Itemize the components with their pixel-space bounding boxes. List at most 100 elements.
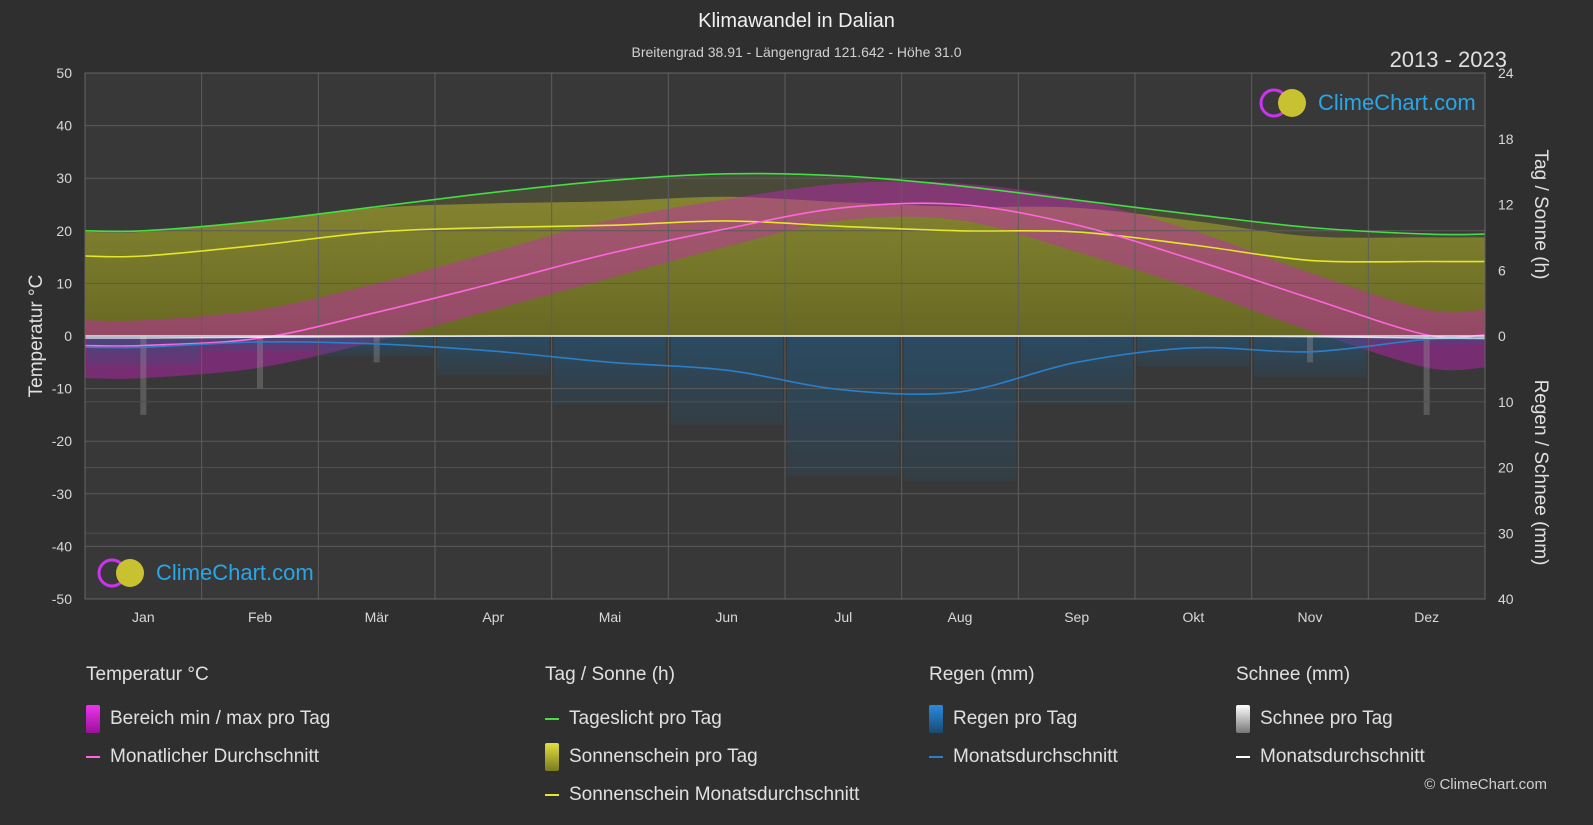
y-tick-label-left: 0 — [64, 328, 72, 344]
legend-label: Monatsdurchschnitt — [1260, 746, 1425, 767]
y-tick-label-right: 18 — [1498, 131, 1514, 147]
rain-bar — [437, 336, 550, 376]
legend-snow: Schnee (mm) Schnee pro Tag Monatsdurchsc… — [1236, 664, 1425, 776]
x-tick-label: Sep — [1064, 609, 1089, 625]
legend-item: Sonnenschein pro Tag — [545, 738, 859, 776]
y-axis-label-right-bottom: Regen / Schnee (mm) — [1530, 380, 1551, 566]
legend-item: Bereich min / max pro Tag — [86, 700, 330, 738]
legend-item: Monatsdurchschnitt — [929, 738, 1118, 776]
y-tick-label-left: -40 — [52, 538, 72, 554]
y-tick-label-right: 24 — [1498, 65, 1514, 81]
y-axis-label-left: Temperatur °C — [26, 275, 47, 398]
x-tick-label: Feb — [248, 609, 272, 625]
y-tick-label-right: 12 — [1498, 197, 1514, 213]
legend-item: Schnee pro Tag — [1236, 700, 1425, 738]
copyright: © ClimeChart.com — [1424, 776, 1547, 793]
temp-avg-line — [84, 202, 1486, 347]
legend-item: Regen pro Tag — [929, 700, 1118, 738]
y-tick-label-left: -10 — [52, 381, 72, 397]
rain-bar — [203, 336, 317, 352]
snow-avg-swatch — [1236, 756, 1250, 758]
y-tick-label-left: -20 — [52, 433, 72, 449]
daylight-swatch — [545, 718, 559, 720]
legend-item: Sonnenschein Monatsdurchschnitt — [545, 776, 859, 814]
x-tick-label: Dez — [1414, 609, 1439, 625]
snow-bar — [257, 336, 263, 389]
y-tick-label-left: 20 — [56, 223, 72, 239]
y-tick-label-left: 10 — [56, 275, 72, 291]
legend-label: Bereich min / max pro Tag — [110, 708, 331, 729]
sunshine-swatch — [545, 743, 559, 771]
y-tick-label-right: 0 — [1498, 328, 1506, 344]
y-tick-label-left: 50 — [56, 65, 72, 81]
legend-label: Monatsdurchschnitt — [953, 746, 1118, 767]
x-tick-label: Jan — [132, 609, 155, 625]
y-tick-label-left: -30 — [52, 486, 72, 502]
snow-bar — [1307, 336, 1313, 363]
x-tick-label: Mai — [599, 609, 622, 625]
legend-item: Monatlicher Durchschnitt — [86, 738, 330, 776]
y-tick-label-right: 10 — [1498, 394, 1514, 410]
legend-temperature: Temperatur °C Bereich min / max pro Tag … — [86, 664, 330, 776]
logo-bottom[interactable]: ClimeChart.com — [96, 557, 314, 589]
y-tick-label-right: 6 — [1498, 262, 1506, 278]
y-tick-label-right: 40 — [1498, 591, 1514, 607]
legend-label: Regen pro Tag — [953, 708, 1078, 729]
plot-frame — [84, 72, 1486, 600]
y-tick-label-right: 20 — [1498, 460, 1514, 476]
temp-avg-swatch — [86, 756, 100, 758]
rain-bar — [87, 336, 200, 366]
legend-title: Regen (mm) — [929, 664, 1035, 685]
legend-title: Temperatur °C — [86, 664, 209, 685]
legend-item: Monatsdurchschnitt — [1236, 738, 1425, 776]
legend-label: Monatlicher Durchschnitt — [110, 746, 320, 767]
x-tick-label: Aug — [948, 609, 973, 625]
rain-swatch — [929, 705, 943, 733]
legend-rain: Regen (mm) Regen pro Tag Monatsdurchschn… — [929, 664, 1118, 776]
sunshine-avg-swatch — [545, 794, 559, 796]
legend-label: Sonnenschein Monatsdurchschnitt — [569, 784, 860, 805]
rain-bar — [553, 336, 667, 405]
y-axis-label-right-top: Tag / Sonne (h) — [1530, 150, 1551, 280]
climechart-logo-icon — [1259, 88, 1306, 118]
logo-top[interactable]: ClimeChart.com — [1258, 87, 1476, 119]
y-tick-label-left: -50 — [52, 591, 72, 607]
logo-text: ClimeChart.com — [1318, 90, 1476, 115]
x-tick-label: Jul — [834, 609, 852, 625]
legend-sun: Tag / Sonne (h) Tageslicht pro Tag Sonne… — [545, 664, 859, 814]
rain-bar — [1020, 336, 1133, 405]
rain-bar — [670, 336, 783, 425]
legend-title: Schnee (mm) — [1236, 664, 1351, 685]
legend-item: Tageslicht pro Tag — [545, 700, 859, 738]
snow-bar — [373, 336, 380, 363]
x-tick-label: Okt — [1182, 609, 1204, 625]
logo-text: ClimeChart.com — [156, 560, 314, 585]
y-tick-label-left: 40 — [56, 118, 72, 134]
rain-bar — [320, 336, 433, 357]
temp-range-swatch — [86, 705, 100, 733]
x-tick-label: Apr — [482, 609, 504, 625]
rain-bar — [1370, 336, 1483, 345]
x-tick-label: Nov — [1298, 609, 1323, 625]
y-tick-label-left: 30 — [56, 170, 72, 186]
legend-label: Tageslicht pro Tag — [569, 708, 722, 729]
y-tick-label-right: 30 — [1498, 525, 1514, 541]
legend-title: Tag / Sonne (h) — [545, 664, 675, 685]
legend-label: Sonnenschein pro Tag — [569, 746, 758, 767]
rain-avg-swatch — [929, 756, 943, 758]
x-tick-label: Mär — [365, 609, 389, 625]
x-tick-label: Jun — [715, 609, 738, 625]
chart-subtitle: Breitengrad 38.91 - Längengrad 121.642 -… — [631, 44, 962, 60]
rain-bar — [1253, 336, 1367, 378]
daylight-line — [84, 172, 1486, 236]
rain-avg-line — [84, 337, 1486, 396]
sunshine-avg-line — [84, 220, 1486, 263]
snow-swatch — [1236, 705, 1250, 733]
snow-bar — [140, 336, 147, 415]
snow-bar — [1423, 336, 1430, 415]
rain-bar — [903, 336, 1017, 482]
legend-label: Schnee pro Tag — [1260, 708, 1393, 729]
climechart-logo-icon — [97, 558, 144, 588]
chart-title: Klimawandel in Dalian — [698, 10, 895, 32]
